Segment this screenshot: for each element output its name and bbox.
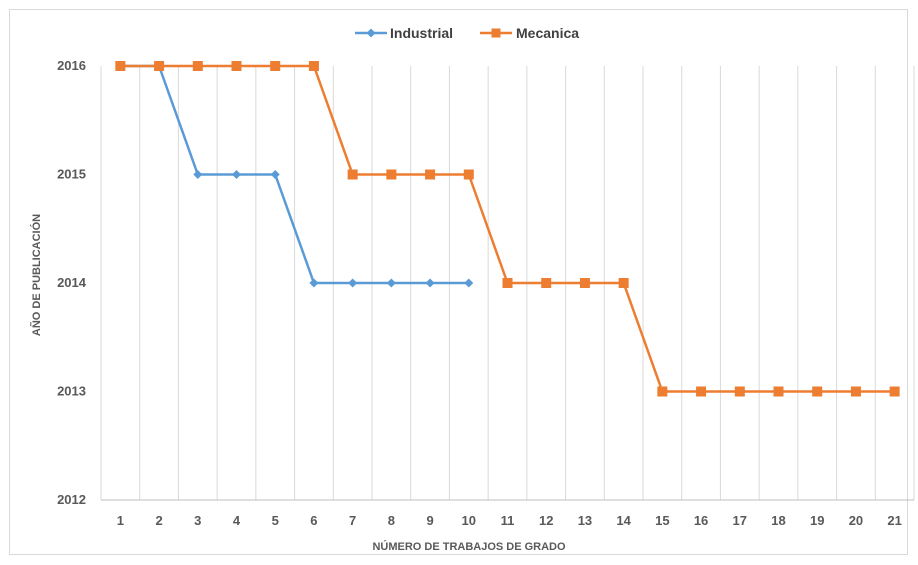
data-point-mecanica xyxy=(618,278,629,288)
x-tick-label: 4 xyxy=(233,513,241,528)
data-point-mecanica xyxy=(308,61,319,71)
data-point-industrial xyxy=(270,170,280,179)
y-tick-label: 2016 xyxy=(57,58,86,73)
data-point-mecanica xyxy=(231,61,242,71)
x-tick-label: 1 xyxy=(117,513,124,528)
legend-item-industrial: Industrial xyxy=(355,25,453,41)
y-tick-label: 2012 xyxy=(57,492,86,507)
x-tick-label: 12 xyxy=(539,513,553,528)
data-point-mecanica xyxy=(425,169,436,180)
data-point-industrial xyxy=(386,278,396,288)
x-tick-label: 13 xyxy=(578,513,592,528)
x-tick-label: 18 xyxy=(771,513,785,528)
x-tick-label: 9 xyxy=(426,513,433,528)
data-point-industrial xyxy=(309,278,319,288)
x-tick-labels: 1 2 3 4 5 6 7 8 9 10 11 12 13 14 15 16 17 18 19 20 21 xyxy=(117,513,902,528)
y-tick-label: 2015 xyxy=(57,167,86,182)
data-point-mecanica xyxy=(386,169,397,180)
x-tick-label: 6 xyxy=(310,513,317,528)
y-tick-label: 2014 xyxy=(57,275,87,290)
x-tick-label: 7 xyxy=(349,513,356,528)
legend-item-mecanica: Mecanica xyxy=(480,25,579,41)
x-tick-label: 15 xyxy=(655,513,669,528)
data-point-industrial xyxy=(425,278,435,288)
y-axis-title: AÑO DE PUBLICACIÓN xyxy=(30,214,43,336)
data-point-mecanica xyxy=(696,386,707,397)
x-tick-label: 5 xyxy=(272,513,279,528)
x-tick-label: 10 xyxy=(462,513,476,528)
data-point-mecanica xyxy=(154,61,165,71)
x-tick-label: 17 xyxy=(733,513,747,528)
data-point-industrial xyxy=(193,170,203,179)
x-tick-label: 21 xyxy=(887,513,901,528)
data-point-mecanica xyxy=(773,386,784,397)
legend: Industrial Mecanica xyxy=(355,25,579,41)
x-tick-label: 2 xyxy=(155,513,162,528)
data-point-industrial xyxy=(464,278,474,288)
legend-square-icon xyxy=(491,28,501,38)
data-point-mecanica xyxy=(192,61,203,71)
x-axis-title: NÚMERO DE TRABAJOS DE GRADO xyxy=(372,540,566,553)
data-point-mecanica xyxy=(657,386,668,397)
legend-label-mecanica: Mecanica xyxy=(516,25,579,41)
series-lines xyxy=(120,64,895,393)
data-point-mecanica xyxy=(541,278,552,288)
data-point-mecanica xyxy=(347,169,358,180)
y-tick-label: 2013 xyxy=(57,384,86,399)
y-tick-labels: 2012 2013 2014 2015 2016 xyxy=(57,58,87,507)
legend-diamond-icon xyxy=(366,28,376,38)
x-tick-label: 3 xyxy=(194,513,201,528)
data-point-mecanica xyxy=(502,278,513,288)
data-point-mecanica xyxy=(734,386,745,397)
x-tick-label: 11 xyxy=(501,513,515,528)
data-point-industrial xyxy=(232,170,241,179)
data-point-industrial xyxy=(348,278,358,288)
series-line-mecanica xyxy=(120,64,895,393)
data-point-mecanica xyxy=(270,61,281,71)
x-tick-label: 16 xyxy=(694,513,708,528)
x-tick-label: 20 xyxy=(849,513,863,528)
data-point-mecanica xyxy=(850,386,861,397)
data-point-mecanica xyxy=(463,169,474,180)
data-point-mecanica xyxy=(812,386,823,397)
x-tick-label: 8 xyxy=(388,513,395,528)
x-tick-label: 19 xyxy=(810,513,824,528)
series-line-industrial xyxy=(120,64,469,285)
x-tick-label: 14 xyxy=(616,513,631,528)
series-markers xyxy=(115,61,900,397)
data-point-mecanica xyxy=(115,61,126,71)
chart-frame xyxy=(9,9,908,555)
data-point-mecanica xyxy=(579,278,590,288)
legend-label-industrial: Industrial xyxy=(390,25,453,41)
data-point-mecanica xyxy=(889,386,900,397)
